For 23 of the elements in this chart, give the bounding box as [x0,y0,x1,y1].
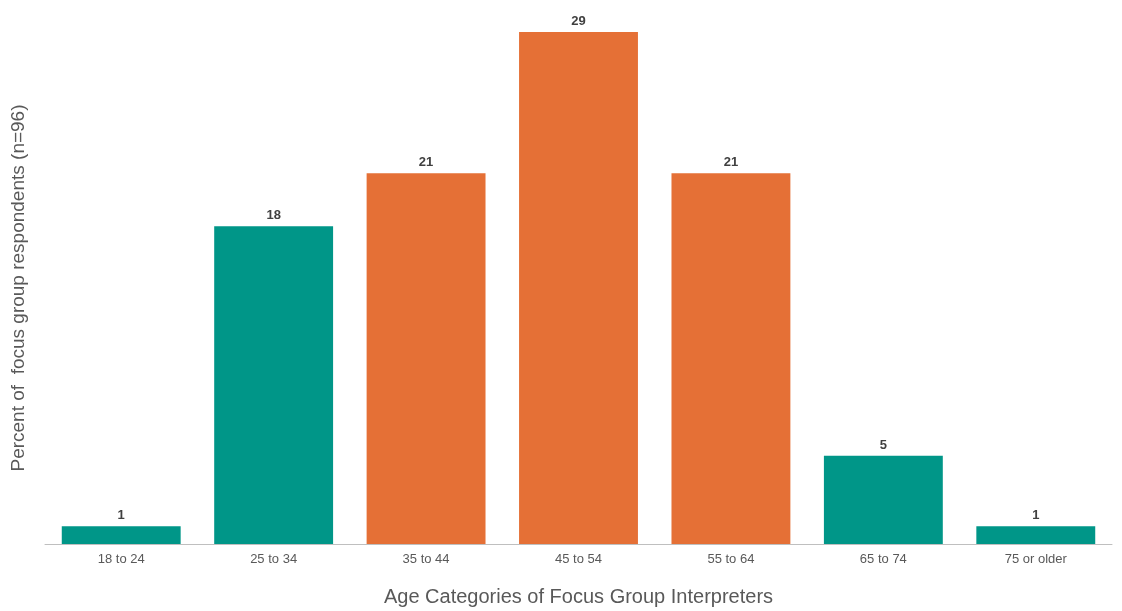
x-tick-label: 65 to 74 [859,551,907,566]
bar [976,526,1096,544]
x-axis-title: Age Categories of Focus Group Interpreters [383,585,774,607]
data-label: 21 [418,154,434,170]
bar [823,455,943,544]
data-label: 29 [571,13,586,28]
bar [671,173,791,544]
bar [214,226,334,544]
x-tick-label: 55 to 64 [707,551,755,566]
x-tick-label: 45 to 54 [555,551,602,566]
x-tick-label: 25 to 34 [250,551,298,566]
data-label: 1 [117,507,125,523]
data-label: 21 [723,154,739,170]
x-tick-label: 18 to 24 [97,551,145,566]
data-label: 18 [266,207,281,223]
bar [366,173,486,544]
bar [61,526,181,544]
data-label: 5 [879,436,887,452]
y-axis-title: Percent of focus group respondents (n=96) [7,104,28,472]
bar [519,32,638,544]
x-tick-label: 75 or older [1004,551,1068,566]
data-label: 1 [1032,507,1040,523]
x-tick-label: 35 to 44 [402,551,450,566]
